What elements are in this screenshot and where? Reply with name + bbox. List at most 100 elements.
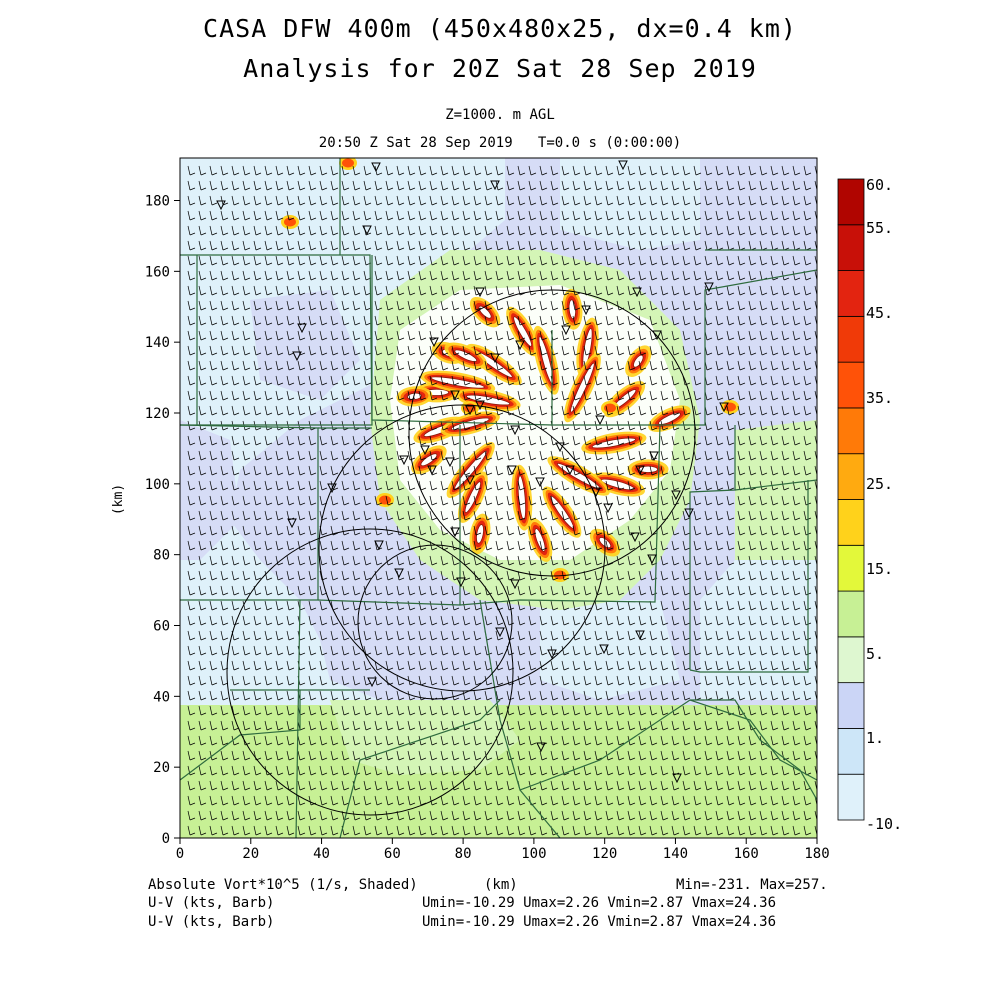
- wind-barb: [704, 615, 713, 626]
- station-marker: [652, 330, 662, 341]
- wind-barb: [550, 720, 559, 731]
- wind-barb: [649, 405, 658, 416]
- station-marker: [394, 568, 404, 579]
- wind-barb: [550, 210, 559, 221]
- wind-barb: [792, 555, 801, 566]
- wind-barb: [704, 705, 713, 716]
- wind-barb: [682, 660, 691, 671]
- wind-barb: [495, 225, 504, 236]
- wind-barb: [473, 810, 482, 821]
- wind-barb: [484, 735, 493, 746]
- wind-barb: [286, 270, 295, 281]
- wind-barb: [572, 630, 581, 641]
- wind-barb: [517, 390, 526, 401]
- vorticity-streak: [547, 456, 610, 496]
- station-marker: [704, 282, 714, 293]
- wind-barb: [484, 615, 493, 626]
- wind-barb: [242, 330, 251, 341]
- wind-barb: [539, 405, 548, 416]
- wind-barb: [440, 405, 449, 416]
- wind-barb: [726, 165, 735, 176]
- station-marker: [450, 527, 460, 538]
- wind-barb: [187, 585, 196, 596]
- wind-barb: [187, 390, 196, 401]
- wind-barb: [726, 345, 735, 356]
- wind-barb: [528, 435, 537, 446]
- wind-barb: [605, 765, 614, 776]
- wind-barb: [550, 810, 559, 821]
- wind-barb: [792, 165, 801, 176]
- wind-barb: [693, 375, 702, 386]
- wind-barb: [253, 165, 262, 176]
- wind-barb: [759, 330, 768, 341]
- wind-barb: [616, 555, 625, 566]
- wind-barb: [429, 795, 438, 806]
- wind-barb: [528, 510, 537, 521]
- wind-barb: [429, 615, 438, 626]
- colorbar-swatch: [837, 407, 865, 455]
- wind-barb: [770, 300, 779, 311]
- wind-barb: [319, 285, 328, 296]
- wind-barb: [572, 390, 581, 401]
- wind-barb: [561, 195, 570, 206]
- wind-barb: [242, 645, 251, 656]
- wind-barb: [616, 480, 625, 491]
- wind-barb: [748, 600, 757, 611]
- wind-barb: [671, 675, 680, 686]
- wind-barb: [198, 270, 207, 281]
- wind-barb: [759, 570, 768, 581]
- wind-barb: [451, 750, 460, 761]
- wind-barb: [462, 525, 471, 536]
- wind-barb: [187, 495, 196, 506]
- wind-barb: [429, 555, 438, 566]
- wind-barb: [242, 780, 251, 791]
- wind-barb: [275, 825, 284, 836]
- wind-barb: [726, 225, 735, 236]
- wind-barb: [275, 435, 284, 446]
- wind-barb: [572, 525, 581, 536]
- wind-barb: [594, 720, 603, 731]
- wind-barb: [495, 315, 504, 326]
- wind-barb: [627, 780, 636, 791]
- wind-barb: [605, 630, 614, 641]
- wind-barb: [561, 540, 570, 551]
- wind-barb: [253, 645, 262, 656]
- wind-barb: [594, 315, 603, 326]
- wind-barb: [506, 180, 515, 191]
- wind-barb: [231, 525, 240, 536]
- wind-barb: [715, 225, 724, 236]
- wind-barb: [209, 645, 218, 656]
- wind-barb: [187, 345, 196, 356]
- wind-barb: [275, 270, 284, 281]
- wind-barb: [462, 330, 471, 341]
- wind-barb: [253, 255, 262, 266]
- wind-barb: [341, 300, 350, 311]
- wind-barb: [462, 645, 471, 656]
- wind-barb: [693, 765, 702, 776]
- wind-barb: [473, 255, 482, 266]
- wind-barb: [660, 690, 669, 701]
- wind-barb: [385, 735, 394, 746]
- wind-barb: [781, 345, 790, 356]
- wind-barb: [748, 675, 757, 686]
- wind-barb: [242, 750, 251, 761]
- wind-barb: [319, 795, 328, 806]
- wind-barb: [638, 765, 647, 776]
- wind-barb: [418, 705, 427, 716]
- wind-barb: [440, 375, 449, 386]
- wind-barb: [594, 360, 603, 371]
- wind-barb: [572, 750, 581, 761]
- wind-barb: [616, 495, 625, 506]
- wind-barb: [407, 555, 416, 566]
- wind-barb: [187, 405, 196, 416]
- wind-barb: [792, 795, 801, 806]
- wind-barb: [330, 795, 339, 806]
- wind-barb: [440, 660, 449, 671]
- wind-barb: [616, 345, 625, 356]
- wind-barb: [594, 705, 603, 716]
- wind-barb: [484, 570, 493, 581]
- wind-barb: [781, 465, 790, 476]
- wind-barb: [220, 390, 229, 401]
- wind-barb: [187, 210, 196, 221]
- wind-barb: [352, 225, 361, 236]
